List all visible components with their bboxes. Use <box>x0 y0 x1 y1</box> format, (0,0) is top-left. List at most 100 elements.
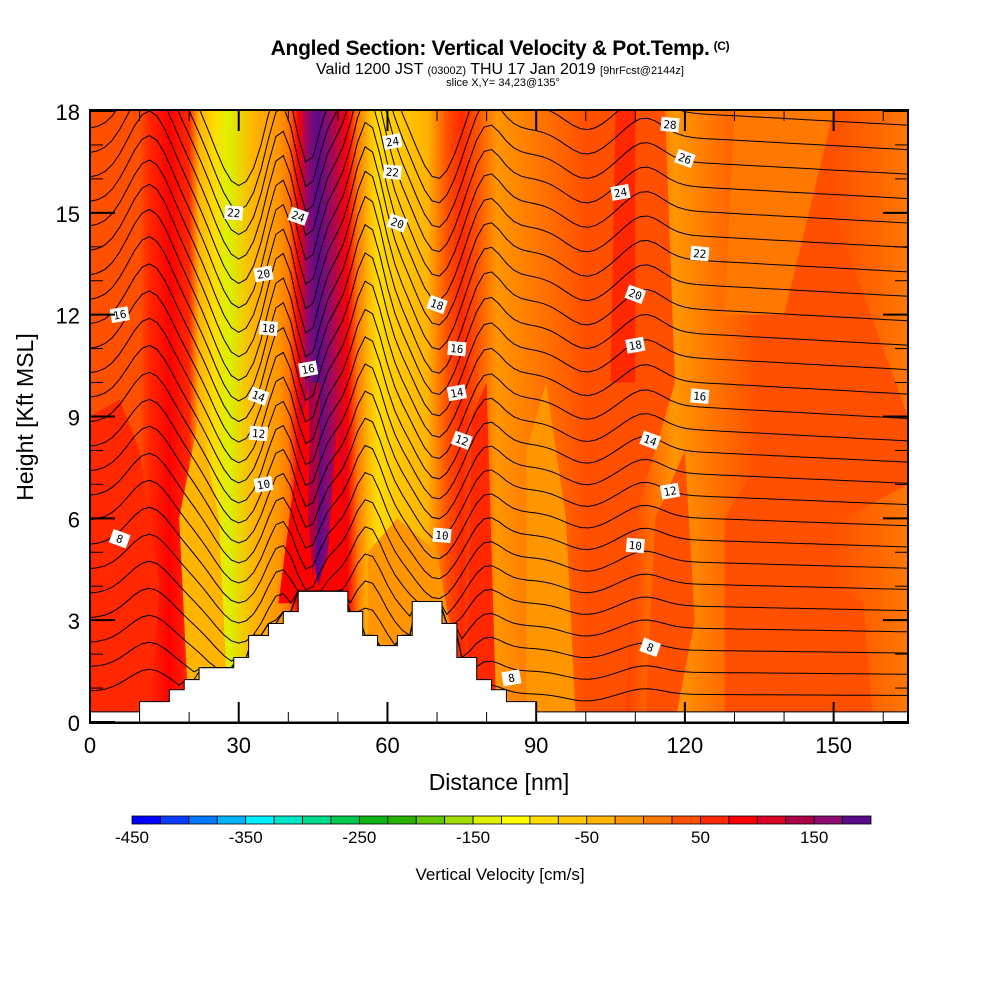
contour-label: 20 <box>386 213 409 233</box>
contour-label-box <box>382 133 403 151</box>
y-tick-labels: 0 3 6 9 12 15 18 <box>56 100 80 736</box>
contour-label-box <box>690 245 710 262</box>
field-region <box>526 382 576 722</box>
colorbar-swatch <box>785 815 815 825</box>
colorbar-swatch <box>643 815 673 825</box>
contour-line <box>90 471 908 584</box>
contour-label: 20 <box>624 284 647 304</box>
contour-line <box>90 110 908 236</box>
colorbar-swatch <box>131 815 161 825</box>
contour-line <box>90 390 908 524</box>
contour-line <box>90 223 908 402</box>
title-text: Angled Section: Vertical Velocity & Pot.… <box>270 37 710 60</box>
colorbar-tick-label: -450 <box>115 828 149 847</box>
colorbar-swatch <box>273 815 303 825</box>
colorbar-swatch <box>586 815 616 825</box>
contour-line <box>90 195 908 381</box>
x-tick-label: 30 <box>226 733 250 758</box>
colorbar-tick-label: -250 <box>342 828 376 847</box>
contour-line <box>90 499 908 604</box>
y-tick-label: 3 <box>68 609 80 634</box>
contour-label: 14 <box>446 384 467 402</box>
contour-line <box>188 110 908 211</box>
contour-label-text: 18 <box>428 297 445 314</box>
field-region <box>645 450 695 722</box>
contour-label: 18 <box>258 320 279 337</box>
contour-label-text: 18 <box>628 338 643 353</box>
colorbar-swatch <box>614 815 645 825</box>
colorbar-swatch <box>358 815 389 825</box>
colorbar-label: Vertical Velocity [cm/s] <box>415 865 584 884</box>
contour-label-box <box>247 386 270 406</box>
contour-label-box <box>258 320 279 337</box>
chart-title: Angled Section: Vertical Velocity & Pot.… <box>0 37 1000 61</box>
colorbar-tick-label: -350 <box>229 828 263 847</box>
contour-line <box>90 526 908 624</box>
contour-label-text: 12 <box>251 427 265 441</box>
contour-label: 20 <box>253 265 274 283</box>
contour-label-box <box>432 527 452 544</box>
contour-label-box <box>450 430 473 450</box>
contour-label: 28 <box>660 116 680 133</box>
contour-line <box>90 146 908 333</box>
colorbar-swatch <box>529 815 559 825</box>
contour-label-box <box>287 206 310 226</box>
contour-labels: 16 22 24 24 22 20 20 18 18 16 16 14 14 12 12 10 10 8 8 28 26… <box>108 116 710 687</box>
contour-label: 14 <box>639 430 662 450</box>
contour-line <box>90 363 908 504</box>
contour-label: 8 <box>501 669 522 687</box>
contour-label-text: 24 <box>385 134 401 149</box>
contour-label-box <box>624 284 647 304</box>
contour-label: 22 <box>224 205 244 221</box>
colorbar-tick-label: 150 <box>800 828 828 847</box>
contour-label-text: 22 <box>385 166 399 180</box>
contour-label-box <box>639 430 662 450</box>
field-region <box>610 111 636 383</box>
contour-label-text: 16 <box>112 308 127 323</box>
colorbar-tick-label: -50 <box>574 828 599 847</box>
field-region <box>308 382 321 580</box>
contour-label-text: 22 <box>693 247 707 261</box>
contour-label-box <box>660 116 680 133</box>
colorbar-swatch <box>387 815 417 825</box>
contour-label: 12 <box>450 430 473 450</box>
colorbar-swatch <box>557 815 588 825</box>
contour-label: 24 <box>382 133 403 151</box>
contour-label-text: 22 <box>227 206 241 220</box>
contour-label-text: 16 <box>450 342 464 356</box>
contour-line <box>90 252 908 423</box>
terrain <box>90 590 908 723</box>
chart-subtitle: Valid 1200 JST (0300Z) THU 17 Jan 2019 [… <box>0 61 1000 79</box>
copyright-mark: (C) <box>713 39 730 53</box>
contour-line <box>90 170 908 358</box>
colorbar-tick-label: 50 <box>691 828 710 847</box>
contour-label-box <box>382 164 402 180</box>
colorbar-swatch <box>216 815 247 825</box>
contour-line <box>90 553 908 644</box>
axis-ticks <box>89 110 908 723</box>
contour-line <box>90 308 908 464</box>
contour-label-box <box>224 205 244 221</box>
plot-area: 16 22 24 24 22 20 20 18 18 16 16 14 14 12 12 10 10 8 8 28 26… <box>90 110 908 723</box>
contour-label: 24 <box>287 206 310 226</box>
contour-line <box>90 280 908 443</box>
contour-label-box <box>447 340 467 357</box>
y-tick-label: 12 <box>56 304 80 329</box>
contour-label-box <box>674 148 696 169</box>
colorbar-swatch <box>245 815 275 825</box>
x-tick-labels: 0 30 60 90 120 150 <box>84 733 852 758</box>
contour-label-text: 20 <box>389 215 406 232</box>
contour-label-box <box>426 294 448 315</box>
contour-line <box>90 580 908 662</box>
contour-label: 12 <box>248 425 269 442</box>
contour-label: 16 <box>109 306 130 324</box>
contour-label-text: 20 <box>256 267 271 282</box>
contour-label-box <box>248 425 269 442</box>
contour-label-box <box>659 482 681 500</box>
contour-label: 12 <box>659 482 681 500</box>
contour-label-text: 20 <box>627 286 644 303</box>
x-axis-label: Distance [nm] <box>429 769 570 795</box>
contour-label: 10 <box>625 537 645 554</box>
colorbar-tick-label: -150 <box>456 828 490 847</box>
